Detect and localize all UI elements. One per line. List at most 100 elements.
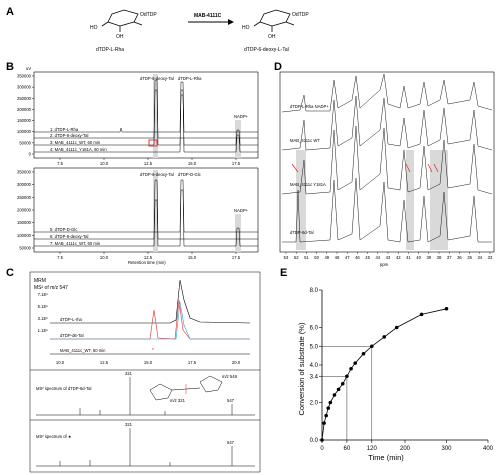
mrm-traces (50, 279, 251, 355)
mrm-xtick: 12.5 (100, 360, 109, 365)
substrate-structure (101, 9, 143, 32)
substrate-name: dTDP-L-Rha (96, 47, 124, 53)
nmr-tick-label: 42 (396, 255, 401, 260)
xtick-label: 10.0 (100, 161, 109, 166)
nmr-tick-label: 53 (284, 255, 289, 260)
panel-c: C MRM MS² of m/z 547 7.1E⁵ 5.1E⁵ 3.1E⁵ 1.1E… (6, 267, 261, 473)
panel-e-label: E (280, 267, 287, 279)
nmr-tick-label: 47 (345, 255, 350, 260)
conversion-point (349, 366, 353, 371)
nmr-tick-label: 39 (426, 255, 431, 260)
conversion-point (353, 361, 358, 365)
peak-bottom-glc: dTDP-D-Glc (178, 172, 201, 177)
ytick-label: 350000 (17, 74, 32, 79)
xtick-label: 12.5 (144, 255, 153, 260)
ms2a-peak-321: 321 (125, 371, 133, 376)
ytick-label: 250000 (17, 195, 32, 200)
nmr-tick-label: 50 (314, 255, 319, 260)
trace-label-2: 2: dTDP-6-deoxy-Tal (50, 133, 88, 138)
conversion-xtick-label: 120 (367, 446, 378, 452)
nmr-band-3 (430, 150, 448, 250)
ytick-label: 300000 (17, 85, 32, 90)
mrm-ytick: 5.1E⁵ (38, 304, 49, 309)
conversion-ytick-label: 6.0 (310, 326, 319, 332)
panel-d: D dTDP-L-Rha NADP+ MAB_4111c WT MAB_4111… (274, 61, 495, 267)
nmr-trace-3: MAB_4111c Y181A (290, 182, 326, 187)
conversion-points (320, 306, 449, 442)
nmr-frame (279, 71, 495, 253)
product-oh2: OH (268, 34, 276, 40)
band-top-tal (153, 74, 158, 158)
substrate-group: OdTDP (140, 12, 157, 18)
peak-top-nadp: NADP+ (234, 114, 249, 119)
trace-label-3: 3: MAB_4111c_WT, 60 min (50, 140, 101, 145)
nmr-tick-label: 46 (355, 255, 360, 260)
xtick-label: 12.5 (144, 161, 153, 166)
xtick-label: 15.0 (188, 255, 197, 260)
conversion-xtick-label: 400 (483, 446, 494, 452)
nmr-xlabel: ppm (380, 262, 389, 267)
conversion-point (370, 344, 374, 349)
nmr-tick-label: 48 (335, 255, 340, 260)
conversion-xlabel: Time (min) (368, 453, 404, 462)
substrate-oh: HO (90, 25, 98, 31)
ytick-label: 100000 (17, 233, 32, 238)
conversion-point (382, 335, 387, 339)
ytick-label: 50000 (19, 140, 31, 145)
trace-label-1: 1: dTDP-L-Rha (50, 127, 79, 132)
conversion-point (320, 438, 324, 442)
highlight-box (148, 139, 158, 147)
nmr-tick-label: 35 (467, 255, 472, 260)
peak-top-rha: dTDP-L-Rha (178, 76, 202, 81)
conversion-guides (322, 346, 372, 440)
nmr-arrows (291, 163, 439, 173)
peak-bottom-tal: dTDP-6-deoxy-Tal (140, 172, 174, 177)
conversion-xtick-label: 0 (320, 446, 324, 452)
conversion-point (361, 351, 366, 356)
conversion-point (332, 393, 337, 397)
conversion-curve (321, 308, 447, 441)
trace-label-6: 6: dTDP-6-deoxy-Tal (50, 234, 88, 239)
mrm-xtick: 17.5 (188, 360, 197, 365)
substrate-oh2: OH (116, 34, 124, 40)
nmr-tick-label: 49 (324, 255, 329, 260)
conversion-ytick-label: 0.0 (310, 438, 319, 444)
ms2b-peak-321: 321 (125, 422, 133, 427)
ytick-label: 200000 (17, 107, 32, 112)
conversion-point (444, 306, 449, 311)
conversion-point (340, 381, 345, 386)
chromatogram-xlabel: Retention time (min) (128, 260, 166, 265)
mrm-trace-rha: dTDP-L-rha (60, 317, 83, 322)
mrm-xtick: 20.0 (232, 360, 241, 365)
ytick-label: 100000 (17, 129, 32, 134)
product-name: dTDP-6-deoxy-L-Tal (244, 47, 289, 53)
nmr-trace-2: MAB_4111c WT (290, 138, 320, 143)
conversion-xtick-label: 200 (400, 446, 411, 452)
chromatogram-bottom-frame (33, 167, 259, 253)
conversion-ylabel: Conversion of substrate (%) (297, 322, 306, 415)
mrm-xticks: 10.0 12.5 15.0 17.5 20.0 (56, 360, 241, 365)
panel-d-label: D (274, 61, 282, 73)
nmr-tick-label: 52 (294, 255, 299, 260)
conversion-point (328, 400, 333, 405)
ms2b-label: MS² spectrum of ★ (36, 434, 72, 439)
panel-c-frame (29, 271, 261, 473)
mrm-trace-tal: dTDP-d6-Tal (60, 333, 84, 338)
panel-b: B uV 350000 300000 250000 200000 150000 10000… (6, 61, 259, 265)
ytick-label: 300000 (17, 182, 32, 187)
enzyme-label: MAB-4111C (194, 13, 222, 19)
chromatogram-bottom-xticks: 7.5 10.0 12.5 15.0 17.5 (57, 252, 241, 260)
chromatogram-top-frame (33, 71, 259, 159)
mrm-subtitle: MS² of m/z 547 (34, 285, 68, 291)
ytick-label: 350000 (17, 170, 32, 175)
xtick-label: 10.0 (100, 255, 109, 260)
ytick-label: 150000 (17, 118, 32, 123)
ytick-label: 150000 (17, 220, 32, 225)
chromatogram-bottom-yticks: 350000 300000 250000 200000 150000 100000 5000… (17, 170, 34, 251)
nmr-tick-label: 36 (457, 255, 462, 260)
conversion-point (326, 406, 331, 410)
ms2a-label: MS² spectrum of dTDP-6d-Tal (36, 386, 91, 391)
conversion-xtick-label: 60 (344, 446, 351, 452)
ms2b-sticks (36, 428, 255, 467)
ms2a-peak-547: 547 (227, 398, 235, 403)
